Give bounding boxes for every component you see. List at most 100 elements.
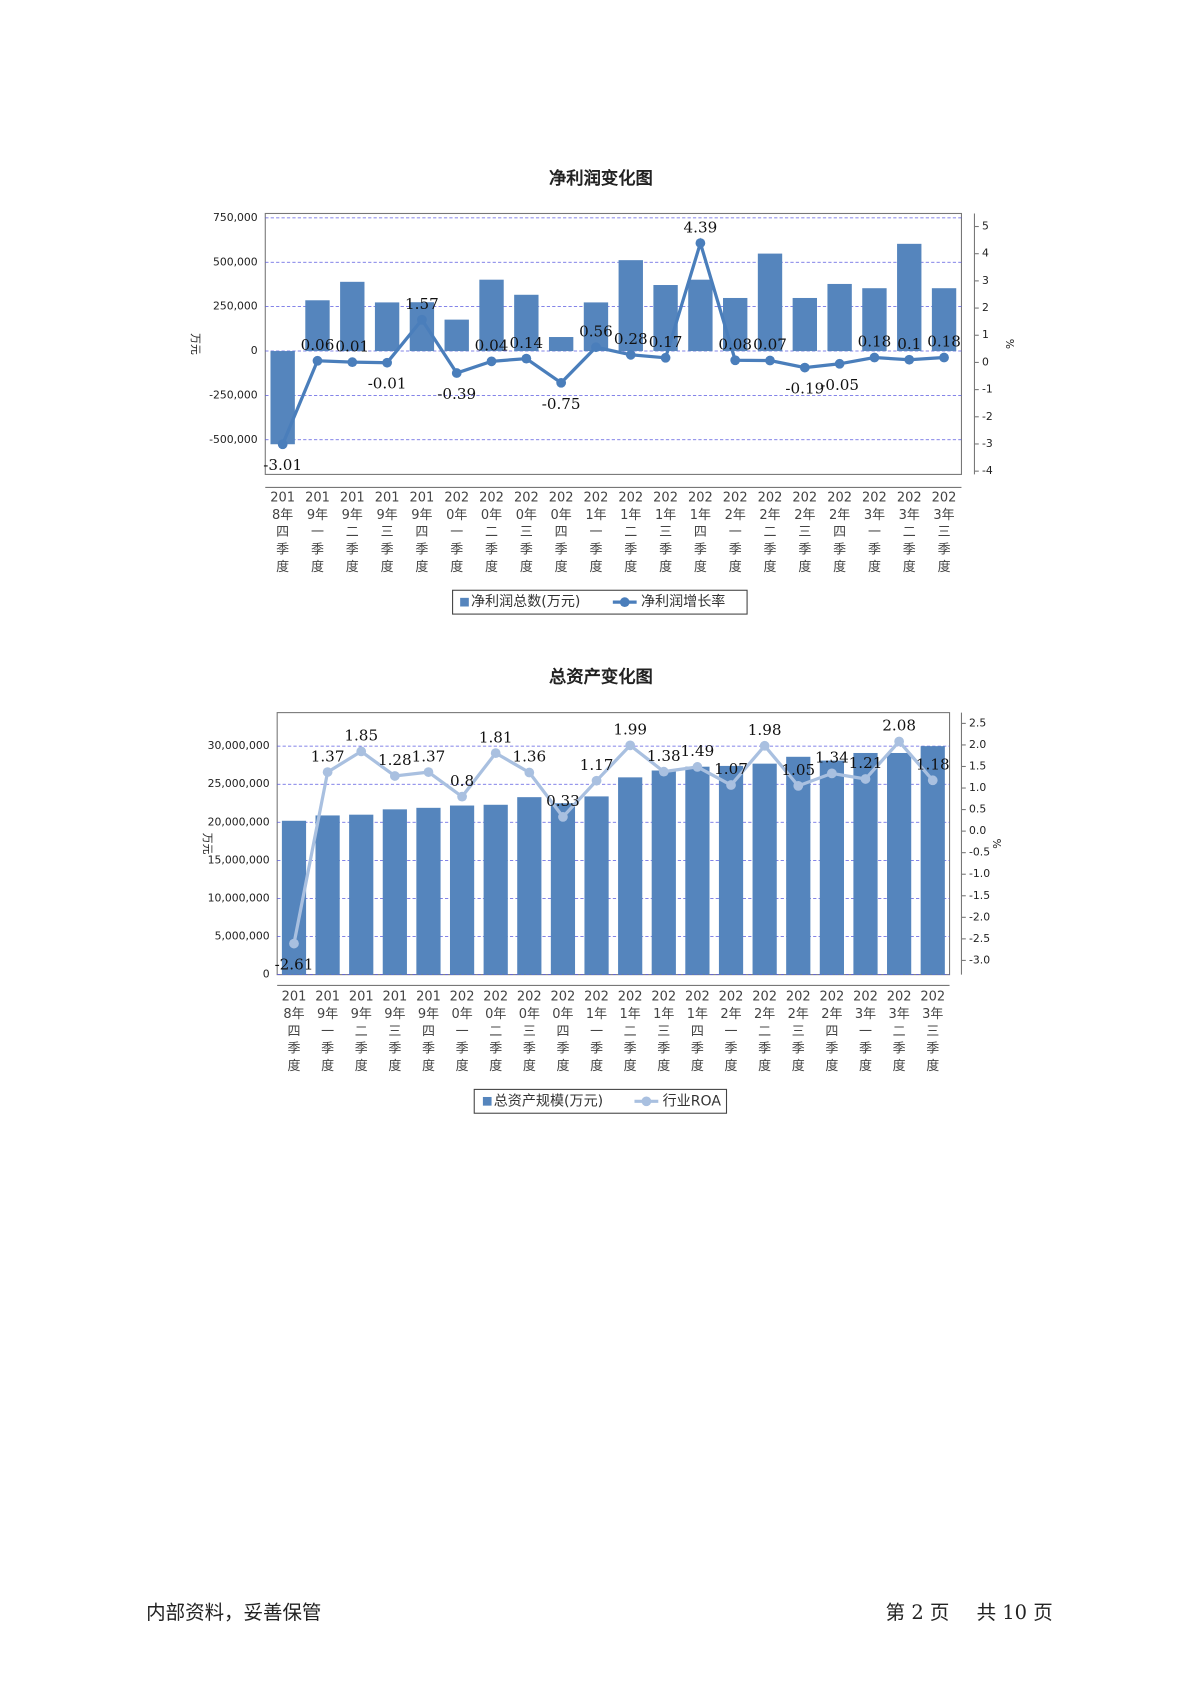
y2-tick-label: 1 [982, 328, 989, 341]
data-label: 0.08 [718, 335, 752, 353]
y2-tick-label: -2.5 [969, 932, 990, 945]
x-tick-label: 201 8年四季度 [282, 990, 307, 1074]
x-tick-label: 202 0年二季度 [479, 490, 504, 574]
line-point [869, 352, 880, 363]
x-tick-label: 202 0年一季度 [444, 490, 469, 574]
y2-tick-label: 5 [982, 220, 989, 233]
bar [752, 763, 777, 975]
line-point [894, 736, 904, 747]
y-tick-label: 10,000,000 [208, 891, 270, 904]
x-tick-label: 202 1年三季度 [651, 990, 676, 1074]
y-axis-label: 万元 [189, 333, 202, 355]
line-point [457, 791, 467, 802]
data-label: 1.28 [378, 751, 412, 769]
y-tick-label: 25,000,000 [208, 777, 270, 790]
data-label: 0.1 [897, 335, 921, 353]
line-point [793, 781, 804, 791]
y2-tick-label: 2 [982, 301, 989, 314]
bar [514, 294, 539, 352]
y2-tick-label: -2.0 [969, 910, 990, 923]
legend-label: 净利润增长率 [641, 593, 725, 610]
y-tick-label: 5,000,000 [215, 930, 270, 943]
bar [584, 796, 609, 975]
bar [819, 760, 844, 975]
footer-page: 第 2 页 [886, 1601, 950, 1624]
line-point [591, 342, 601, 353]
legend-label: 行业ROA [663, 1093, 722, 1109]
data-label: -2.61 [275, 956, 314, 974]
x-tick-label: 202 3年一季度 [853, 990, 878, 1074]
y2-tick-label: 1.5 [969, 759, 986, 772]
footer-left: 内部资料，妥善保管 [146, 1601, 321, 1624]
chart-title: 总资产变化图 [549, 666, 653, 687]
y2-tick-label: -1.0 [969, 867, 990, 880]
y2-axis-label: % [1003, 339, 1016, 349]
bar [723, 297, 748, 352]
line-point [695, 238, 706, 248]
line-point [289, 938, 299, 949]
x-tick-label: 201 9年四季度 [416, 990, 441, 1074]
bar [653, 285, 678, 352]
line [281, 237, 945, 445]
line-point [556, 377, 567, 388]
line-point [827, 768, 837, 779]
chart-title: 净利润变化图 [549, 168, 653, 189]
bar [315, 815, 340, 975]
line-point [730, 355, 741, 366]
y2-tick-label: -4 [982, 464, 993, 477]
bar [550, 803, 576, 975]
data-label: -0.75 [542, 395, 581, 413]
bar [409, 302, 435, 352]
y-tick-label: 250,000 [213, 300, 258, 313]
y2-tick-label: 2.5 [969, 716, 986, 729]
bar [444, 319, 469, 352]
x-tick-label: 201 9年二季度 [340, 490, 365, 574]
line-point [423, 767, 434, 777]
data-label: 0.28 [614, 330, 648, 348]
data-label: 1.18 [916, 755, 950, 773]
data-label: 0.33 [546, 792, 580, 810]
x-tick-label: 202 1年四季度 [685, 990, 710, 1074]
bar [862, 288, 887, 352]
x-tick-label: 202 0年一季度 [450, 990, 475, 1074]
bar [517, 797, 542, 975]
line-point [521, 353, 532, 364]
y2-tick-label: 3 [982, 274, 989, 287]
bar [618, 777, 643, 975]
y-tick-label: -250,000 [209, 388, 258, 401]
line-point [939, 352, 949, 363]
data-label: 1.37 [311, 747, 345, 765]
bar [897, 243, 922, 352]
x-tick-label: 202 3年二季度 [897, 490, 922, 574]
data-label: 1.99 [613, 721, 647, 739]
line [292, 739, 934, 944]
line-point [759, 740, 770, 751]
line-point [799, 362, 810, 373]
x-tick-label: 202 2年二季度 [758, 490, 783, 574]
y2-tick-label: -3.0 [969, 953, 990, 966]
data-label: 0.07 [753, 336, 787, 354]
y2-tick-label: -0.5 [969, 846, 990, 859]
line-point [658, 766, 669, 777]
legend-swatch [619, 597, 630, 608]
line-point [591, 775, 602, 786]
bar [374, 302, 400, 352]
x-tick-label: 202 2年一季度 [719, 990, 744, 1074]
line-point [417, 314, 427, 325]
x-tick-label: 201 9年二季度 [349, 990, 374, 1074]
y-tick-label: 500,000 [213, 255, 258, 268]
data-label: -0.05 [820, 376, 859, 394]
bar [270, 351, 295, 445]
data-label: 0.17 [649, 333, 683, 351]
data-label: 1.85 [344, 727, 378, 745]
bar [483, 804, 508, 975]
bar [718, 765, 744, 975]
line-point [726, 780, 736, 790]
y2-tick-label: 0.5 [969, 803, 986, 816]
x-tick-label: 202 0年三季度 [517, 990, 542, 1074]
bar [618, 260, 643, 352]
x-tick-label: 202 1年一季度 [584, 490, 609, 574]
data-label: 1.05 [781, 761, 815, 779]
x-tick-label: 202 0年三季度 [514, 490, 539, 574]
